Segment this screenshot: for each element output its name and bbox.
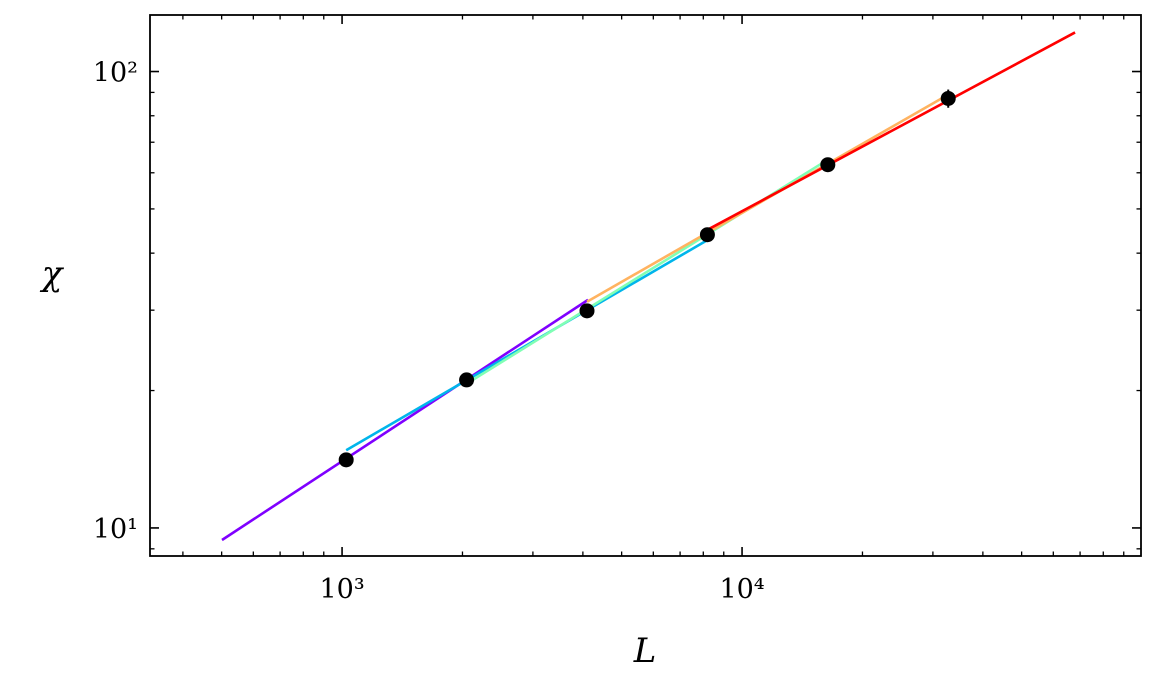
fit-line (221, 298, 589, 542)
y-tick-label: 10² (93, 58, 138, 89)
x-tick-label: 10⁴ (719, 574, 764, 605)
plot-frame (149, 14, 1142, 557)
fit-line (706, 31, 1076, 231)
data-point (459, 372, 475, 388)
data-point (940, 90, 956, 106)
data-point (579, 303, 595, 319)
data-point (338, 452, 354, 468)
x-axis-label: L (633, 631, 657, 671)
y-tick-label: 10¹ (93, 514, 138, 545)
y-axis-label: χ (40, 254, 65, 294)
x-tick-label: 10³ (319, 574, 364, 605)
data-point (699, 227, 715, 243)
data-point (820, 157, 836, 173)
